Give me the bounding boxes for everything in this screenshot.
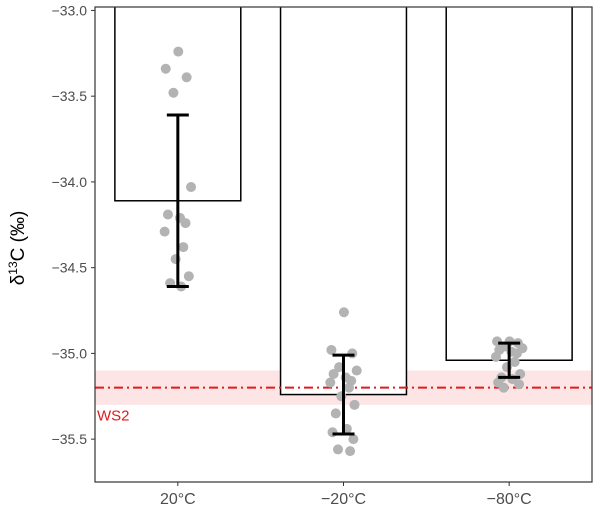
y-axis-label: δ13C (‰): [6, 211, 29, 286]
data-point: [162, 209, 173, 220]
x-tick-label: −20°C: [321, 491, 366, 508]
bar: [445, 7, 573, 361]
data-point: [160, 63, 171, 74]
data-point: [498, 382, 509, 393]
y-tick-label: −34.5: [52, 260, 88, 276]
data-point: [333, 444, 343, 455]
y-tick-label: −34.0: [52, 174, 88, 190]
data-point: [338, 307, 349, 318]
y-axis-label-delta: δ: [8, 275, 29, 286]
data-point: [178, 242, 189, 253]
data-point: [334, 362, 345, 373]
data-point: [326, 344, 337, 355]
data-point: [490, 351, 501, 362]
reference-label: WS2: [97, 408, 130, 425]
data-point: [173, 46, 184, 57]
data-point: [351, 365, 362, 376]
data-point: [180, 218, 191, 229]
y-axis-label-superscript: 13: [6, 261, 20, 275]
y-tick-label: −35.5: [52, 431, 88, 447]
data-point: [511, 348, 522, 359]
data-point: [509, 356, 520, 367]
x-tick-label: 20°C: [160, 491, 196, 508]
data-point: [347, 348, 358, 359]
data-point: [183, 271, 194, 282]
data-point: [325, 377, 336, 388]
y-axis-label-unit: C (‰): [8, 211, 29, 262]
data-point: [349, 399, 360, 410]
data-point: [159, 226, 170, 237]
data-point: [186, 182, 197, 193]
data-point: [348, 434, 359, 445]
data-point: [168, 87, 179, 98]
y-tick-label: −35.0: [52, 345, 88, 361]
bar: [279, 7, 408, 396]
data-point: [327, 427, 338, 438]
x-tick-label: −80°C: [487, 491, 532, 508]
data-point: [181, 72, 192, 83]
data-point: [345, 446, 356, 457]
data-point: [514, 379, 525, 390]
data-point: [330, 408, 341, 419]
data-point: [344, 382, 354, 393]
plot-area: [95, 7, 592, 457]
y-tick-label: −33.0: [52, 2, 88, 18]
data-point: [328, 368, 339, 379]
y-tick-label: −33.5: [52, 88, 88, 104]
